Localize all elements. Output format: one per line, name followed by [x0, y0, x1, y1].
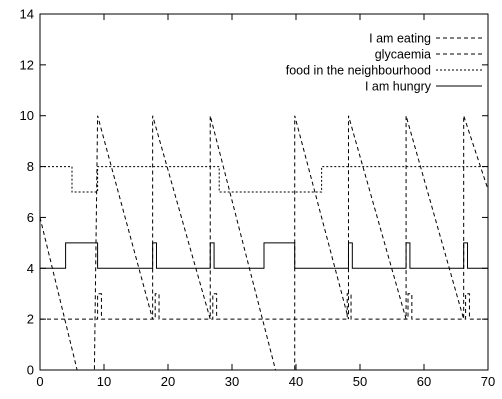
series-line-3	[40, 242, 488, 269]
x-tick-label: 60	[417, 374, 431, 389]
y-tick-label: 6	[27, 210, 34, 225]
axes: 0 10 20 30 40 50 60 70 0 2 4 6 8 10 12 14	[20, 7, 496, 390]
y-tick-label: 10	[20, 108, 34, 123]
legend-label: food in the neighbourhood	[286, 64, 431, 78]
series-layer	[39, 115, 489, 371]
x-tick-label: 0	[36, 374, 43, 389]
y-tick-label: 14	[20, 7, 34, 22]
y-tick-label: 2	[27, 312, 34, 327]
x-tick-label: 20	[161, 374, 175, 389]
x-tick-label: 30	[225, 374, 239, 389]
x-tick-label: 50	[353, 374, 367, 389]
y-tick-label: 12	[20, 57, 34, 72]
y-tick-label: 0	[27, 363, 34, 378]
x-tick-label: 10	[97, 374, 111, 389]
y-tick-label: 4	[27, 261, 34, 276]
legend: I am eating glycaemia food in the neighbou…	[286, 32, 482, 94]
series-line-1	[39, 115, 489, 371]
x-tick-label: 70	[481, 374, 495, 389]
series-line-0	[40, 293, 488, 320]
legend-label: I am eating	[369, 32, 431, 46]
x-tick-label: 40	[289, 374, 303, 389]
legend-label: glycaemia	[375, 48, 431, 62]
legend-label: I am hungry	[365, 80, 432, 94]
plot-frame	[39, 13, 489, 371]
y-tick-label: 8	[27, 159, 34, 174]
series-line-2	[40, 166, 488, 193]
